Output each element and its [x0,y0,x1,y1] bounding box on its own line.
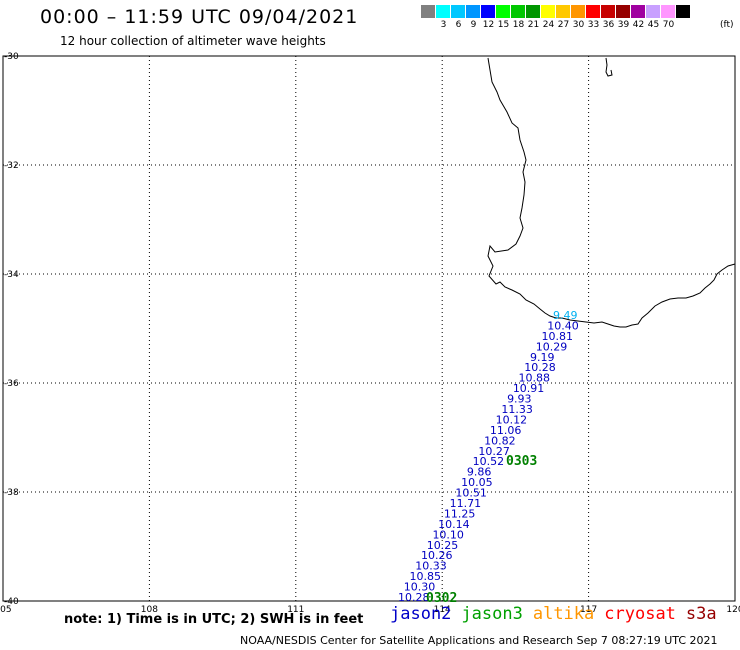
wave-height-value: 9.93 [507,393,532,406]
wave-height-value: 10.40 [547,319,579,332]
scale-label: 27 [557,20,570,30]
scale-label: 3 [440,20,447,30]
scale-label: 24 [542,20,555,30]
track-time-label: 0302 [426,591,457,606]
scale-swatch [496,5,511,18]
color-scale-legend: 3 6 9 12 15 18 21 24 27 30 33 36 39 42 45 70 [421,5,691,30]
wave-height-track: 9.4910.4010.8110.299.1910.2810.8810.919.… [398,309,579,604]
lat-label: -40 [4,597,19,607]
wave-height-value: 10.91 [513,382,545,395]
scale-swatch [526,5,541,18]
scale-label: 42 [632,20,645,30]
scale-label: 30 [572,20,585,30]
wave-height-value: 10.88 [519,372,551,385]
wave-height-value: 10.82 [484,434,515,447]
wave-height-value: 10.12 [496,413,528,426]
scale-swatch [571,5,586,18]
lat-label: -30 [4,52,19,62]
color-scale-unit: (ft) [720,20,734,30]
wave-height-value: 9.86 [467,466,492,479]
lon-label: 114 [434,605,451,615]
scale-swatch [451,5,466,18]
scale-swatch [661,5,676,18]
map-note: note: 1) Time is in UTC; 2) SWH is in fe… [64,612,364,627]
scale-swatch [631,5,646,18]
scale-swatch [436,5,451,18]
lon-label: 120 [726,605,740,615]
wave-height-value: 11.33 [501,403,533,416]
wave-height-value: 10.28 [524,361,556,374]
color-scale-swatches [421,5,691,18]
wave-height-value: 9.49 [553,309,578,322]
credit-line: NOAA/NESDIS Center for Satellite Applica… [240,634,718,647]
wave-height-value: 11.06 [490,424,521,437]
satellite-legend: jason2 jason3 altika cryosat s3a [390,604,727,630]
satellite-jason2: jason2 [390,604,452,624]
longitude-labels: 105 108 111 114 117 120 [0,605,740,615]
coastline-west-australia [487,57,736,328]
scale-label: 45 [647,20,660,30]
scale-label: 36 [602,20,615,30]
lon-label: 108 [141,605,158,615]
wave-height-value: 10.28 [398,591,430,604]
wave-height-value: 10.30 [404,581,436,594]
wave-height-value: 10.85 [409,570,441,583]
latitude-labels: -30 -32 -34 -36 -38 -40 [4,52,19,607]
wave-height-value: 10.14 [438,518,470,531]
track-time-label: 0303 [506,454,537,469]
wave-height-value: 10.51 [455,487,487,500]
lat-label: -32 [4,161,19,171]
lon-label: 105 [0,605,12,615]
wave-height-value: 10.25 [427,539,459,552]
coastline-island [605,57,613,77]
lon-label: 117 [580,605,597,615]
scale-swatch [511,5,526,18]
scale-label: 18 [512,20,525,30]
wave-height-value: 10.29 [536,340,568,353]
scale-swatch [676,5,691,18]
scale-swatch [616,5,631,18]
map-subtitle: 12 hour collection of altimeter wave hei… [60,34,326,48]
lon-label: 111 [287,605,304,615]
wave-height-value: 10.81 [542,330,574,343]
scale-swatch [556,5,571,18]
scale-swatch [586,5,601,18]
map-title: 00:00 – 11:59 UTC 09/04/2021 [40,6,359,28]
map-gridlines [3,56,735,601]
satellite-altika: altika [532,604,595,624]
satellite-cryosat: cryosat [604,604,676,624]
scale-label: 6 [455,20,462,30]
scale-label: 33 [587,20,600,30]
wave-height-value: 10.33 [415,560,447,573]
scale-label: 9 [470,20,477,30]
scale-swatch [646,5,661,18]
wave-height-value: 10.26 [421,549,453,562]
scale-label: 39 [617,20,630,30]
wave-height-value: 10.27 [478,445,510,458]
scale-label: 70 [662,20,675,30]
scale-swatch [466,5,481,18]
lat-label: -34 [4,270,19,280]
wave-height-value: 10.52 [473,455,505,468]
wave-height-value: 10.05 [461,476,493,489]
wave-height-value: 9.19 [530,351,555,364]
satellite-jason3: jason3 [461,604,523,624]
satellite-s3a: s3a [685,604,717,624]
color-scale-labels: 3 6 9 12 15 18 21 24 27 30 33 36 39 42 45 70 [421,20,691,30]
scale-swatch [481,5,496,18]
wave-height-value: 11.71 [450,497,482,510]
track-time-labels: 0303 0302 [426,454,537,606]
lat-label: -36 [4,379,19,389]
map-frame [2,55,736,602]
scale-swatch [541,5,556,18]
wave-height-value: 11.25 [444,507,476,520]
scale-label: 12 [482,20,495,30]
scale-swatch [421,5,436,18]
scale-swatch [601,5,616,18]
wave-height-value: 10.10 [432,528,464,541]
scale-label: 15 [497,20,510,30]
lat-label: -38 [4,488,19,498]
scale-label: 21 [527,20,540,30]
